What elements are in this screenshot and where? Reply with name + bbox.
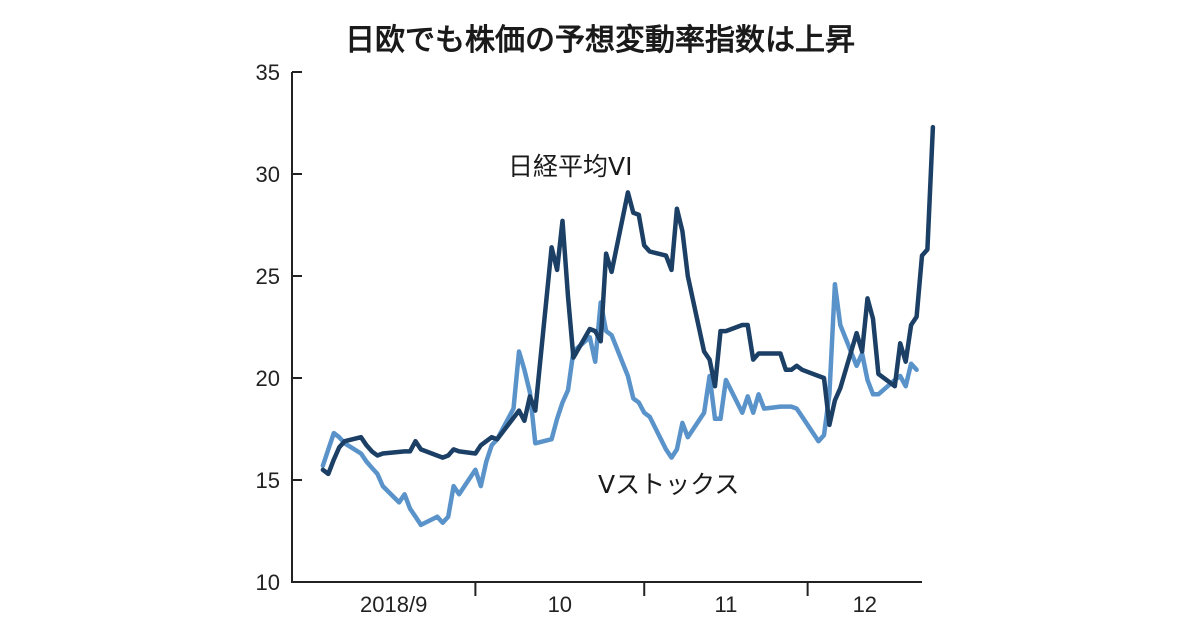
x-tick-label: 11 xyxy=(715,592,738,617)
y-tick-label: 10 xyxy=(256,570,280,595)
x-tick-label: 2018/9 xyxy=(360,592,427,617)
axis-lines xyxy=(291,72,922,583)
series-label-vstoxx: Vストックス xyxy=(598,470,739,499)
x-tick-label: 12 xyxy=(853,592,877,617)
y-axis-ticks: 10 15 20 25 30 35 xyxy=(256,60,302,595)
y-tick-label: 25 xyxy=(256,264,280,289)
chart-title: 日欧でも株価の予想変動率指数は上昇 xyxy=(345,23,855,58)
y-tick-label: 15 xyxy=(256,468,280,493)
series-line-vstoxx xyxy=(320,281,919,528)
x-tick-label: 10 xyxy=(548,592,572,617)
series-line-nikkei xyxy=(320,124,936,477)
series-lines xyxy=(320,124,936,528)
series-label-nikkei: 日経平均VI xyxy=(508,152,632,181)
y-tick-label: 20 xyxy=(256,366,280,391)
y-tick-label: 30 xyxy=(256,162,280,187)
axes xyxy=(291,72,922,583)
x-axis-ticks: 2018/9 10 11 12 xyxy=(360,582,877,617)
y-tick-label: 35 xyxy=(256,60,280,85)
